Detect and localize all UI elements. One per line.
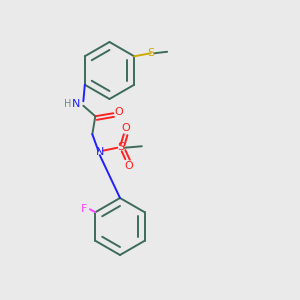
Text: O: O bbox=[124, 161, 133, 171]
Text: F: F bbox=[81, 204, 87, 214]
Text: S: S bbox=[117, 142, 124, 152]
Text: N: N bbox=[72, 99, 80, 109]
Text: O: O bbox=[114, 107, 123, 117]
Text: S: S bbox=[147, 48, 154, 58]
Text: N: N bbox=[96, 147, 104, 157]
Text: H: H bbox=[64, 99, 71, 109]
Text: O: O bbox=[122, 123, 130, 133]
